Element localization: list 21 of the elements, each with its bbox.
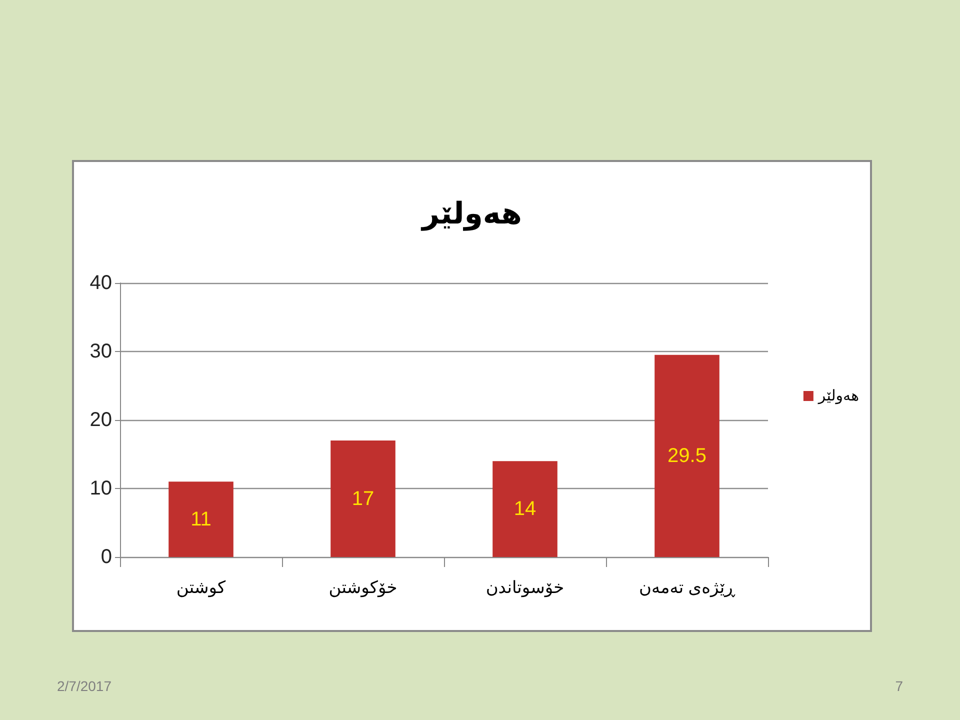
x-tick-label: خۆکوشتن	[328, 578, 398, 598]
text: 2/7/2017	[57, 678, 112, 694]
bar	[492, 461, 558, 557]
y-tick-label: 40	[90, 272, 112, 294]
x-tick-label: ڕێژەی تەمەن	[639, 578, 736, 598]
data-label: 14	[514, 498, 536, 520]
y-tick-label: 20	[90, 409, 112, 431]
bar	[168, 482, 234, 557]
legend-label: هەولێر	[817, 388, 860, 404]
bar	[654, 354, 720, 557]
data-label: 17	[352, 488, 374, 510]
data-label: 11	[190, 508, 212, 530]
data-label: 29.5	[668, 444, 706, 467]
y-tick-label: 0	[100, 546, 112, 568]
text: 7	[895, 678, 903, 694]
x-tick-label: کوشتن	[176, 578, 226, 598]
y-tick-label: 10	[90, 478, 112, 500]
x-tick-label: خۆسوتاندن	[486, 578, 564, 598]
chart-title: هەولێر	[420, 196, 522, 232]
bar	[330, 440, 396, 557]
y-tick-label: 30	[90, 340, 112, 362]
